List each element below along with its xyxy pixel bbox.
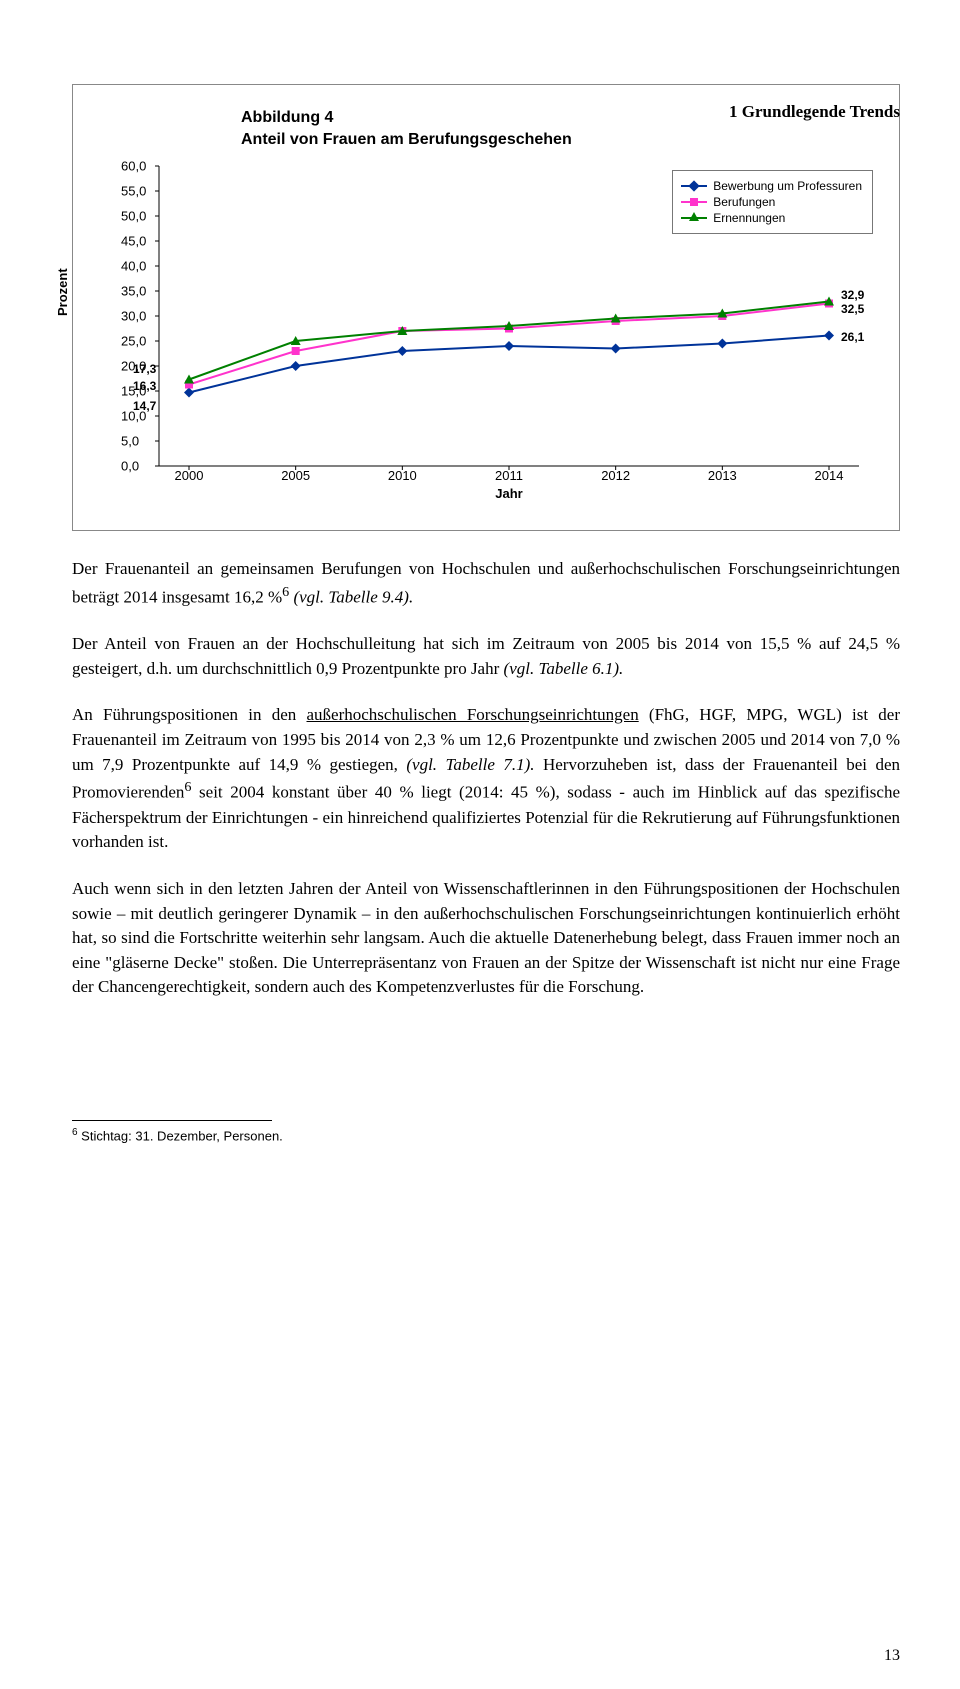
chart-title-line1: Abbildung 4: [241, 109, 333, 126]
x-axis-label: Jahr: [159, 486, 859, 501]
paragraph-1: Der Frauenanteil an gemeinsamen Berufung…: [72, 557, 900, 610]
data-label: 32,5: [841, 302, 864, 316]
x-tick-label: 2011: [495, 468, 523, 483]
chart-title-line2: Anteil von Frauen am Berufungsgeschehen: [241, 131, 572, 148]
section-header: 1 Grundlegende Trends: [729, 102, 900, 122]
page-number: 13: [884, 1647, 900, 1665]
x-tick-label: 2000: [175, 468, 204, 483]
data-label: 17,3: [133, 362, 156, 376]
x-tick-label: 2013: [708, 468, 737, 483]
chart-area: Prozent 0,05,010,015,020,025,030,035,040…: [81, 156, 881, 516]
x-tick-label: 2014: [815, 468, 844, 483]
paragraph-4: Auch wenn sich in den letzten Jahren der…: [72, 877, 900, 1000]
data-label: 16,3: [133, 379, 156, 393]
legend-label: Bewerbung um Professuren: [713, 179, 862, 193]
chart-legend: Bewerbung um Professuren Berufungen Ernenn…: [672, 170, 873, 234]
data-label: 32,9: [841, 288, 864, 302]
x-tick-label: 2010: [388, 468, 417, 483]
data-label: 26,1: [841, 330, 864, 344]
underlined-term: außerhochschulischen Forschungseinrichtu…: [307, 705, 639, 724]
legend-item: Berufungen: [681, 195, 862, 209]
legend-item: Bewerbung um Professuren: [681, 179, 862, 193]
y-axis-label: Prozent: [55, 269, 70, 317]
footnote-6: 6 Stichtag: 31. Dezember, Personen.: [72, 1127, 900, 1143]
figure-4-container: Abbildung 4 Anteil von Frauen am Berufun…: [72, 84, 900, 531]
x-tick-label: 2005: [281, 468, 310, 483]
x-tick-label: 2012: [601, 468, 630, 483]
data-label: 14,7: [133, 399, 156, 413]
footnote-rule: [72, 1120, 272, 1121]
legend-label: Ernennungen: [713, 211, 785, 225]
paragraph-2: Der Anteil von Frauen an der Hochschulle…: [72, 632, 900, 681]
body-text: Der Frauenanteil an gemeinsamen Berufung…: [72, 557, 900, 1000]
legend-label: Berufungen: [713, 195, 775, 209]
paragraph-3: An Führungspositionen in den außerhochsc…: [72, 703, 900, 855]
legend-item: Ernennungen: [681, 211, 862, 225]
